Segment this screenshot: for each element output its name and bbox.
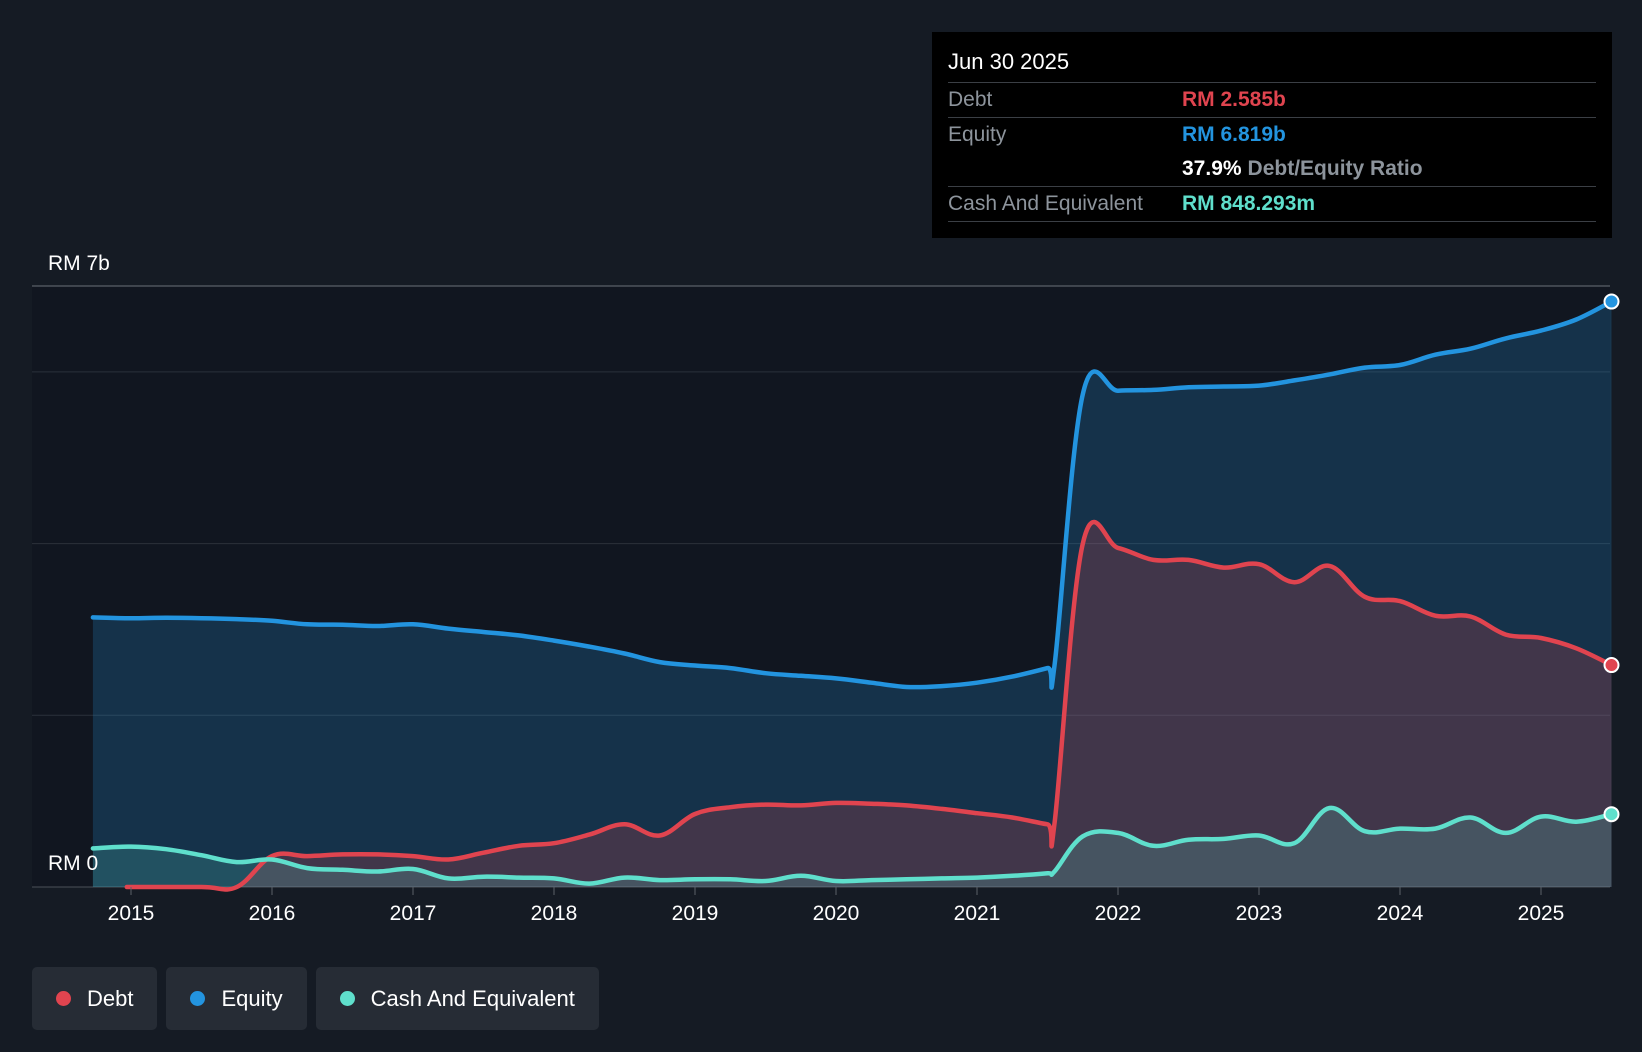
- x-tick-label: 2018: [531, 902, 578, 925]
- tooltip-equity-value: RM 6.819b: [1182, 123, 1286, 146]
- tooltip-cash-value: RM 848.293m: [1182, 192, 1316, 215]
- tooltip-debt-row: Debt RM 2.585b: [948, 82, 1596, 117]
- x-tick-label: 2021: [954, 902, 1001, 925]
- debt-area: [126, 521, 1612, 890]
- tooltip-date: Jun 30 2025: [948, 49, 1070, 74]
- x-tick-label: 2015: [108, 902, 155, 925]
- legend-item-cash[interactable]: Cash And Equivalent: [315, 967, 599, 1030]
- tooltip-ratio-label: Debt/Equity Ratio: [1247, 157, 1423, 180]
- cash-end-marker[interactable]: [1603, 806, 1620, 823]
- end-markers: [1603, 293, 1620, 823]
- debt-end-marker[interactable]: [1603, 657, 1620, 674]
- legend-item-debt[interactable]: Debt: [32, 967, 158, 1030]
- tooltip-equity-label: Equity: [948, 123, 1007, 146]
- x-tick-label: 2023: [1236, 902, 1283, 925]
- equity-dot-icon: [190, 991, 206, 1006]
- y-axis-top-label: RM 7b: [48, 252, 110, 275]
- cash-area: [92, 807, 1612, 887]
- equity-line: [90, 299, 1614, 690]
- x-tick-label: 2020: [813, 902, 860, 925]
- tooltip-cash-label: Cash And Equivalent: [948, 192, 1143, 215]
- series-areas: [92, 301, 1612, 890]
- tooltip-debt-value: RM 2.585b: [1182, 88, 1286, 111]
- tooltip-cash-row: Cash And Equivalent RM 848.293m: [948, 186, 1596, 222]
- grid-lines: [32, 285, 1610, 888]
- x-tick-label: 2016: [249, 902, 296, 925]
- tooltip-debt-label: Debt: [948, 88, 993, 111]
- debt-dot-icon: [56, 991, 71, 1006]
- debt-line: [124, 519, 1614, 892]
- tooltip-equity-row: Equity RM 6.819b: [948, 117, 1596, 152]
- series-lines: [90, 299, 1614, 892]
- x-tick-label: 2024: [1377, 902, 1424, 925]
- chart-legend: Debt Equity Cash And Equivalent: [32, 967, 608, 1030]
- legend-item-equity[interactable]: Equity: [166, 967, 307, 1030]
- y-axis-bottom-label: RM 0: [48, 852, 98, 875]
- cash-dot-icon: [339, 991, 355, 1006]
- tooltip-ratio-row: 37.9% Debt/Equity Ratio: [948, 152, 1596, 186]
- equity-end-marker[interactable]: [1603, 293, 1620, 310]
- tooltip-ratio-value: 37.9%: [1182, 157, 1242, 180]
- equity-area: [92, 301, 1612, 887]
- x-tick-label: 2019: [672, 902, 719, 925]
- data-tooltip: Jun 30 2025 Debt RM 2.585b Equity RM 6.8…: [932, 32, 1612, 238]
- legend-label-cash: Cash And Equivalent: [370, 985, 575, 1011]
- legend-label-equity: Equity: [221, 985, 283, 1011]
- x-tick-label: 2017: [390, 902, 437, 925]
- x-tick-label: 2022: [1095, 902, 1142, 925]
- cash-line: [90, 805, 1614, 886]
- legend-label-debt: Debt: [87, 985, 134, 1011]
- x-axis-ticks: 2015 2016 2017 2018 2019 2020 2021 2022 2023 2024…: [108, 887, 1565, 925]
- x-tick-label: 2025: [1518, 902, 1565, 925]
- plot-background: [32, 286, 1610, 887]
